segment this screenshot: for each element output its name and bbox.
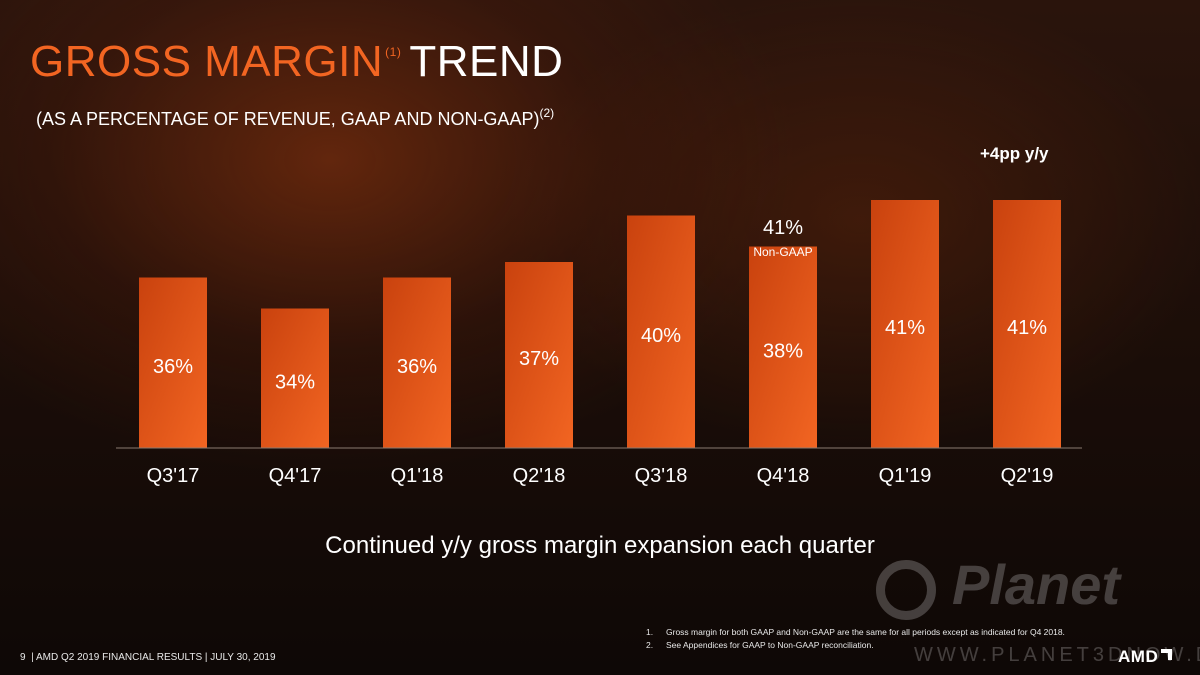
watermark-logo-icon: [876, 560, 936, 620]
bar: [871, 200, 939, 448]
bar: [627, 215, 695, 448]
bar: [139, 277, 207, 448]
footnote-item: 1. Gross margin for both GAAP and Non-GAA…: [646, 627, 1065, 637]
footnotes: 1. Gross margin for both GAAP and Non-GAA…: [646, 626, 1065, 652]
bar-value-label: 41%: [1007, 317, 1047, 339]
title-accent: GROSS MARGIN: [30, 37, 384, 86]
x-tick-label: Q3'17: [147, 465, 200, 487]
x-tick-label: Q1'18: [391, 465, 444, 487]
bar-value-label: 34%: [275, 371, 315, 393]
non-gaap-value-label: 41%: [763, 217, 803, 239]
bar-value-label: 36%: [397, 356, 437, 378]
subtitle-footnote-ref: (2): [539, 106, 555, 120]
labels-group: 36% Q3'17 34% Q4'17 36% Q1'18 37% Q2'18 40% Q3'18…: [147, 217, 1054, 487]
x-tick-label: Q1'19: [879, 465, 932, 487]
x-tick-label: Q4'17: [269, 465, 322, 487]
subtitle-text: (AS A PERCENTAGE OF REVENUE, GAAP AND NO…: [36, 109, 540, 129]
yoy-callout: +4pp y/y: [980, 144, 1049, 163]
bars-group: [139, 200, 1061, 448]
title-main: TREND: [409, 37, 564, 86]
page-number: 9: [20, 652, 26, 663]
watermark-text: Planet: [952, 553, 1121, 616]
page-subtitle: (AS A PERCENTAGE OF REVENUE, GAAP AND NO…: [36, 106, 555, 130]
bar: [749, 246, 817, 448]
non-gaap-sublabel: Non-GAAP: [753, 245, 812, 259]
chart-caption: Continued y/y gross margin expansion eac…: [325, 532, 875, 559]
bar: [993, 200, 1061, 448]
bar-value-label: 36%: [153, 356, 193, 378]
bar-value-label: 38%: [763, 340, 803, 362]
footer-text: | AMD Q2 2019 FINANCIAL RESULTS | JULY 3…: [31, 652, 276, 663]
bar-value-label: 37%: [519, 348, 559, 370]
watermark: Planet WWW.PLANET3DNOW.DE: [870, 552, 1200, 670]
watermark-url: WWW.PLANET3DNOW.DE: [914, 644, 1200, 666]
bar: [505, 262, 573, 448]
footer: 9 | AMD Q2 2019 FINANCIAL RESULTS | JULY…: [20, 652, 276, 663]
x-tick-label: Q2'18: [513, 465, 566, 487]
x-tick-label: Q3'18: [635, 465, 688, 487]
title-footnote-ref: (1): [385, 45, 402, 59]
footnote-item: 2. See Appendices for GAAP to Non-GAAP re…: [646, 640, 874, 650]
bar-value-label: 41%: [885, 317, 925, 339]
x-tick-label: Q4'18: [757, 465, 810, 487]
bar: [261, 308, 329, 448]
bar-value-label: 40%: [641, 325, 681, 347]
x-tick-label: Q2'19: [1001, 465, 1054, 487]
amd-arrow-icon: [1161, 649, 1173, 660]
bar: [383, 277, 451, 448]
amd-logo: AMD: [1118, 647, 1173, 667]
page-title: GROSS MARGIN (1) TREND: [30, 40, 563, 84]
